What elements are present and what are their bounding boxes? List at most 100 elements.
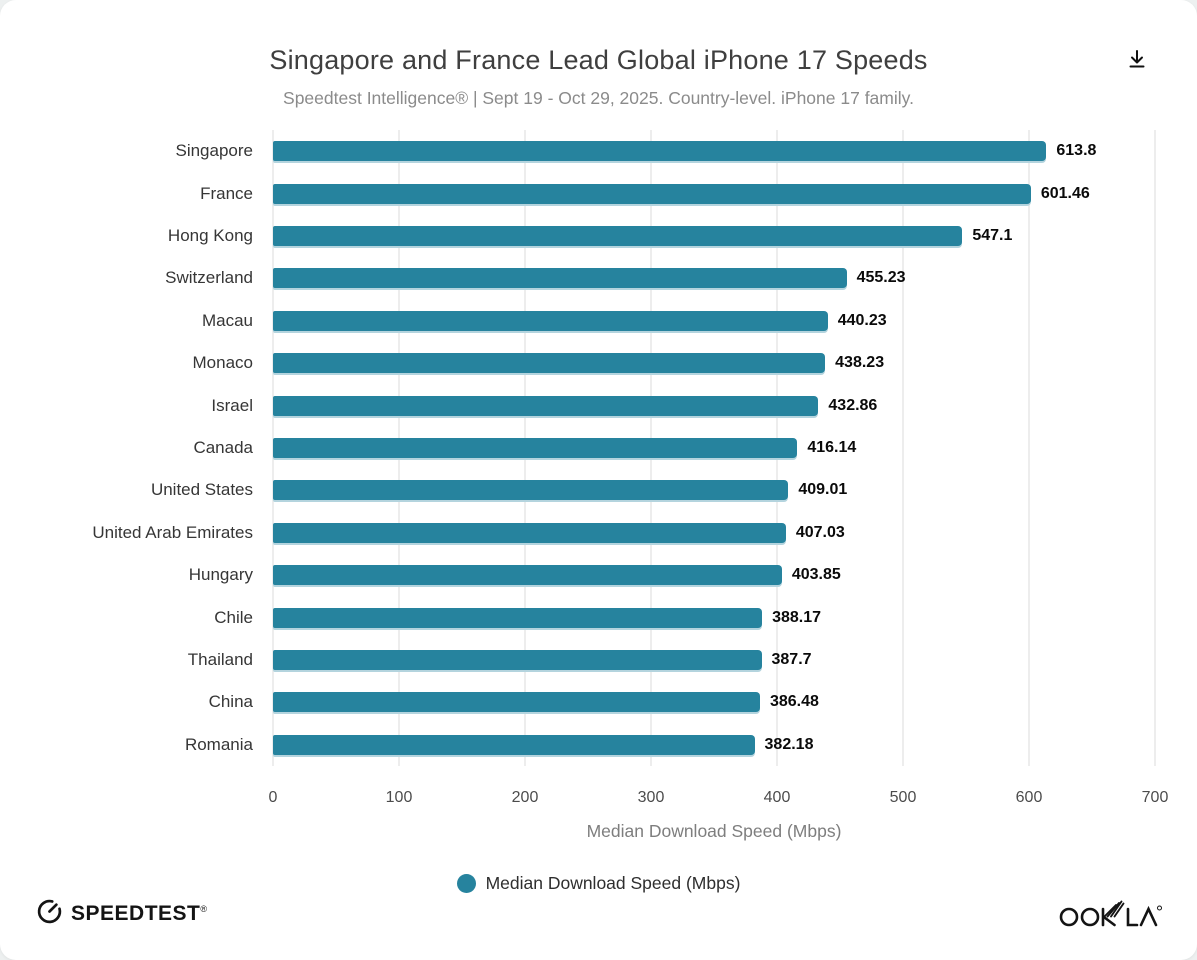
value-label: 387.7: [771, 651, 812, 669]
country-label: Israel: [211, 395, 253, 415]
bar-track: 613.8: [273, 140, 1155, 162]
bar-row: United Arab Emirates 407.03: [0, 512, 1155, 554]
x-tick-label: 300: [637, 789, 665, 806]
bar-track: 387.7: [273, 649, 1155, 671]
bar-track: 403.85: [273, 564, 1155, 586]
bar-row: United States 409.01: [0, 469, 1155, 511]
x-tick-label: 0: [268, 789, 278, 806]
bar-row: Singapore 613.8: [0, 130, 1155, 172]
value-label: 432.86: [828, 396, 878, 414]
value-label: 407.03: [795, 523, 845, 541]
bar: [273, 565, 782, 586]
bar-row: Chile 388.17: [0, 596, 1155, 638]
bar-track: 455.23: [273, 267, 1155, 289]
x-axis-title: Median Download Speed (Mbps): [586, 821, 842, 841]
bar: [273, 692, 760, 713]
x-tick-label: 400: [763, 789, 791, 806]
bar: [273, 226, 963, 247]
ookla-logo-icon: [1059, 900, 1162, 927]
x-axis: 0 100 200 300 400 500 600 700: [269, 789, 1169, 811]
country-label: United Arab Emirates: [92, 522, 253, 542]
gridline: [902, 130, 904, 766]
bar: [273, 395, 819, 416]
speedtest-logo: SPEEDTEST®: [36, 898, 208, 930]
x-tick-label: 100: [385, 789, 413, 806]
page-title: Singapore and France Lead Global iPhone …: [269, 45, 928, 75]
value-label: 547.1: [972, 227, 1013, 245]
speedometer-icon: [36, 898, 63, 930]
bar: [273, 310, 828, 331]
country-label: Switzerland: [165, 268, 253, 288]
gridline: [1154, 130, 1156, 766]
value-label: 440.23: [837, 311, 887, 329]
bar-track: 438.23: [273, 352, 1155, 374]
bar-track: 388.17: [273, 607, 1155, 629]
bar-row: Hungary 403.85: [0, 554, 1155, 596]
value-label: 613.8: [1056, 142, 1097, 160]
bar-rows: Singapore 613.8 France 601.46 Hong Kong 547.1…: [0, 130, 1155, 766]
country-label: Singapore: [175, 141, 253, 161]
value-label: 601.46: [1040, 184, 1090, 202]
bar-row: China 386.48: [0, 681, 1155, 723]
x-tick-label: 500: [889, 789, 917, 806]
country-label: Romania: [184, 734, 253, 754]
bar-row: Canada 416.14: [0, 427, 1155, 469]
value-label: 409.01: [798, 481, 848, 499]
country-label: Monaco: [192, 353, 253, 373]
country-label: China: [208, 692, 253, 712]
bar-track: 386.48: [273, 691, 1155, 713]
chart-header: Singapore and France Lead Global iPhone …: [0, 0, 1197, 109]
bar-track: 601.46: [273, 183, 1155, 205]
value-label: 388.17: [772, 608, 822, 626]
bar: [273, 268, 847, 289]
country-label: Thailand: [187, 650, 253, 670]
bar-chart: Singapore 613.8 France 601.46 Hong Kong 547.1…: [0, 130, 1156, 766]
bar-track: 409.01: [273, 479, 1155, 501]
bar-row: Israel 432.86: [0, 384, 1155, 426]
bar-row: Romania 382.18: [0, 724, 1155, 766]
bar-track: 416.14: [273, 437, 1155, 459]
country-label: Hong Kong: [167, 226, 253, 246]
country-label: France: [200, 183, 253, 203]
bar-row: Hong Kong 547.1: [0, 215, 1155, 257]
bar-row: Thailand 387.7: [0, 639, 1155, 681]
value-label: 403.85: [791, 566, 841, 584]
value-label: 455.23: [856, 269, 906, 287]
bar: [273, 522, 786, 543]
bar: [273, 141, 1047, 162]
x-tick-label: 600: [1015, 789, 1043, 806]
country-label: Canada: [193, 438, 253, 458]
value-label: 382.18: [764, 735, 814, 753]
value-label: 438.23: [835, 354, 885, 372]
country-label: Hungary: [188, 565, 253, 585]
bar: [273, 438, 798, 459]
x-tick-label: 200: [511, 789, 539, 806]
bar: [273, 353, 826, 374]
download-button[interactable]: [1125, 47, 1149, 71]
bar-row: France 601.46: [0, 172, 1155, 214]
speedtest-wordmark: SPEEDTEST®: [71, 902, 208, 925]
country-label: Macau: [201, 310, 253, 330]
legend-label: Median Download Speed (Mbps): [485, 873, 741, 893]
bar: [273, 480, 789, 501]
value-label: 416.14: [807, 439, 857, 457]
legend: Median Download Speed (Mbps): [0, 873, 1197, 894]
ookla-logo: OOKLA: [1059, 899, 1163, 934]
x-tick-label: 700: [1141, 789, 1169, 806]
bar-row: Monaco 438.23: [0, 342, 1155, 384]
registered-mark: ®: [200, 904, 208, 914]
legend-marker-icon: [456, 874, 476, 893]
country-label: United States: [150, 480, 253, 500]
bar-track: 382.18: [273, 734, 1155, 756]
bar-row: Macau 440.23: [0, 300, 1155, 342]
bar: [273, 734, 755, 755]
chart-subtitle: Speedtest Intelligence® | Sept 19 - Oct …: [283, 88, 914, 108]
bar-row: Switzerland 455.23: [0, 257, 1155, 299]
value-label: 386.48: [769, 693, 819, 711]
bar: [273, 650, 762, 671]
download-icon: [1125, 50, 1149, 74]
bar-track: 440.23: [273, 310, 1155, 332]
gridline: [1028, 130, 1030, 766]
bar: [273, 183, 1031, 204]
